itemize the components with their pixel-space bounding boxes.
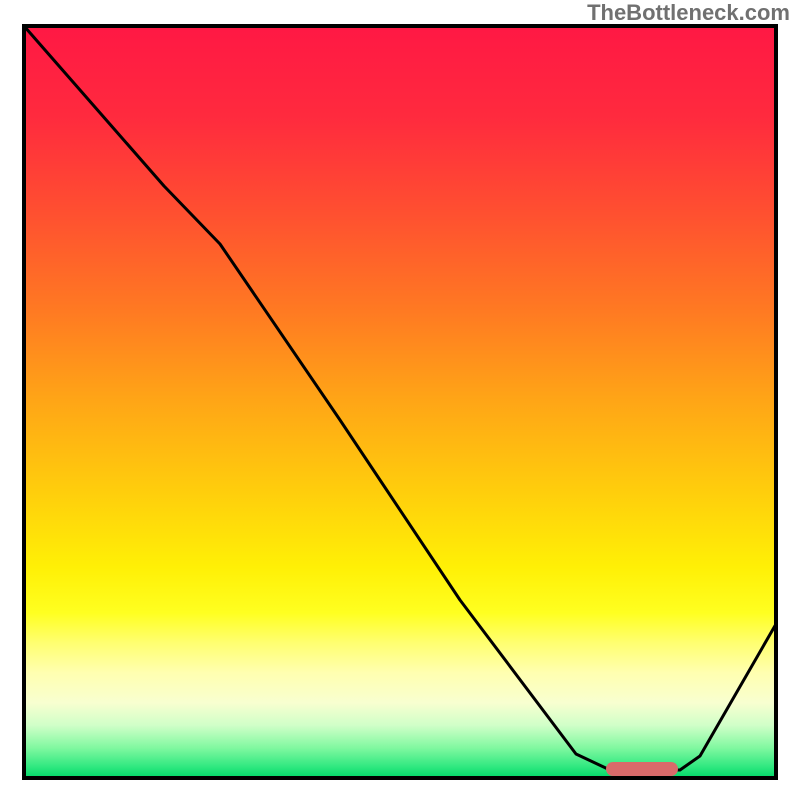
- chart-container: TheBottleneck.com: [0, 0, 800, 800]
- watermark-text: TheBottleneck.com: [587, 0, 790, 26]
- bottleneck-chart: [0, 0, 800, 800]
- optimal-range-marker: [606, 762, 678, 776]
- plot-background: [24, 26, 776, 778]
